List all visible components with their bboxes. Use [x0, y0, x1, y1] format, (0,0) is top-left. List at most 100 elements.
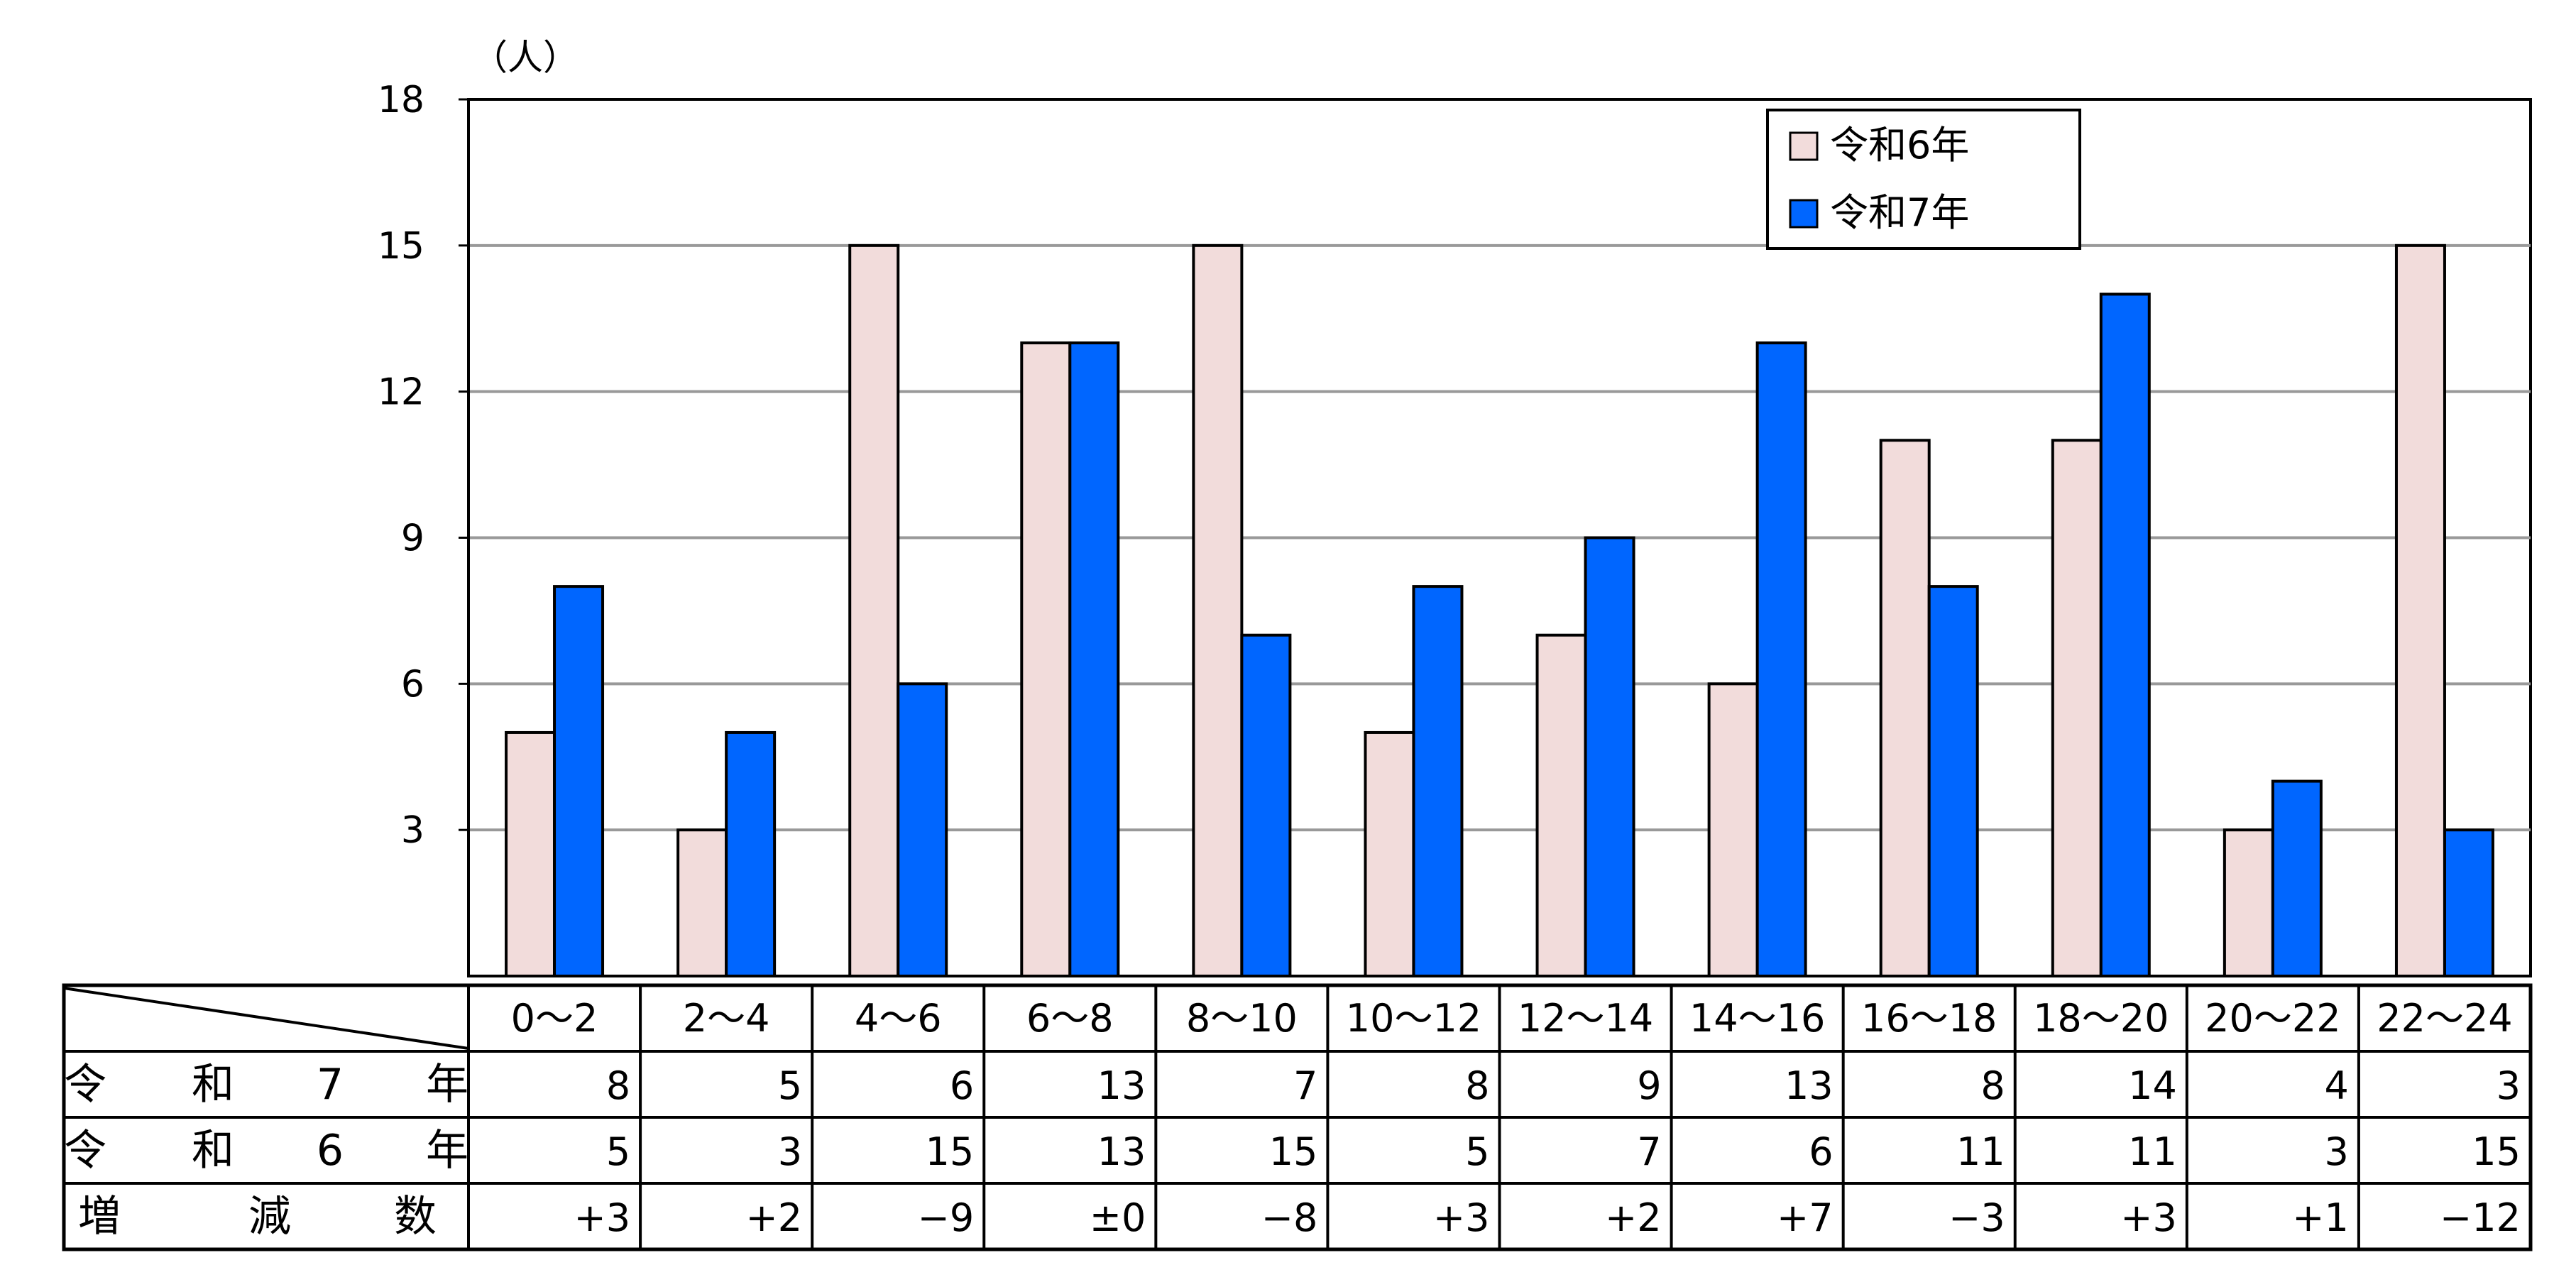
table-cell: 4 [2325, 1063, 2349, 1108]
table-cell: 3 [778, 1129, 802, 1174]
table-cell: 3 [2496, 1063, 2521, 1108]
table-cell: −12 [2440, 1195, 2521, 1240]
bar-r7 [1755, 341, 1807, 977]
legend-label: 令和7年 [1830, 190, 1969, 235]
table-cell: 6 [1809, 1129, 1833, 1174]
bar-r6 [2223, 828, 2274, 977]
row-label-char: 令 [64, 1126, 106, 1176]
table-cell: 6 [950, 1063, 974, 1108]
category-label: 18～20 [2033, 996, 2169, 1041]
y-tick-label: 3 [401, 809, 424, 852]
data-table: 0～2 2～4 4～6 6～8 8～10 10～12 12～14 14～16 16～18 18～2… [62, 983, 2533, 1251]
bar-r7 [725, 730, 777, 977]
bar-r7 [2443, 828, 2494, 977]
table-cell: 7 [1637, 1129, 1661, 1174]
row-label-char: 減 [248, 1192, 291, 1242]
bar-r7 [2099, 292, 2151, 977]
table-cell: 5 [1465, 1129, 1489, 1174]
bar-r6 [2051, 439, 2103, 977]
category-label: 20～22 [2205, 996, 2340, 1041]
legend-box [1766, 109, 2081, 250]
category-label: 8～10 [1186, 996, 1298, 1041]
legend-swatch [1789, 199, 1819, 229]
table-cell: 9 [1637, 1063, 1661, 1108]
bar-r6 [1020, 341, 1072, 977]
table-cell: 13 [1097, 1063, 1146, 1108]
row-label-char: 和 [192, 1060, 234, 1110]
table-cell: +2 [1605, 1195, 1662, 1240]
category-label: 10～12 [1346, 996, 1481, 1041]
table-cell: 3 [2325, 1129, 2349, 1174]
table-cell: −8 [1261, 1195, 1318, 1240]
table-cell: 8 [606, 1063, 630, 1108]
category-label: 14～16 [1689, 996, 1825, 1041]
table-cell: −3 [1949, 1195, 2005, 1240]
row-label-char: 7 [317, 1060, 344, 1110]
table-cell: 11 [1956, 1129, 2005, 1174]
table-cell: 14 [2128, 1063, 2177, 1108]
bar-r6 [848, 243, 900, 977]
row-label-char: 和 [192, 1126, 234, 1176]
row-label-char: 数 [394, 1192, 437, 1242]
category-label: 12～14 [1518, 996, 1653, 1041]
bar-r7 [1240, 633, 1292, 977]
table-cell: +1 [2292, 1195, 2349, 1240]
table-cell: 8 [1465, 1063, 1489, 1108]
bar-r6 [2394, 243, 2446, 977]
bar-r7 [1927, 585, 1979, 977]
y-tick-label: 18 [378, 79, 424, 121]
category-label: 4～6 [855, 996, 942, 1041]
table-cell: 13 [1785, 1063, 1834, 1108]
bar-r6 [676, 828, 728, 977]
table-cell: +7 [1777, 1195, 1834, 1240]
row-label-char: 年 [426, 1060, 468, 1110]
category-label: 6～8 [1026, 996, 1114, 1041]
y-tick-label: 6 [401, 663, 424, 706]
bar-r6 [505, 730, 557, 977]
bar-r7 [1412, 585, 1464, 977]
grid-lines [468, 243, 2531, 832]
legend-swatch [1789, 131, 1819, 161]
table-cell: 11 [2128, 1129, 2177, 1174]
row-label-char: 増 [78, 1192, 121, 1242]
table-cell: 5 [778, 1063, 802, 1108]
bar-r6 [1879, 439, 1931, 977]
bar-r6 [1192, 243, 1244, 977]
bar-r7 [1584, 536, 1635, 977]
y-tick-label: 15 [378, 225, 424, 268]
y-unit-label: （人） [472, 37, 579, 78]
table-cell: 7 [1293, 1063, 1317, 1108]
table-cell: 15 [1269, 1129, 1318, 1174]
bar-r7 [897, 682, 948, 977]
bar-r7 [1068, 341, 1120, 977]
table-cell: 13 [1097, 1129, 1146, 1174]
table-cell: +3 [1433, 1195, 1490, 1240]
category-label: 16～18 [1861, 996, 1997, 1041]
table-cell: ±0 [1090, 1195, 1146, 1240]
y-tick-label: 9 [401, 517, 424, 560]
table-cell: +3 [574, 1195, 630, 1240]
bar-r7 [2271, 779, 2323, 977]
row-label-char: 6 [317, 1126, 344, 1176]
table-cell: 15 [926, 1129, 975, 1174]
table-cell: 5 [606, 1129, 630, 1174]
table-cell: +2 [746, 1195, 803, 1240]
y-tick-label: 12 [378, 371, 424, 414]
bar-r6 [1707, 682, 1759, 977]
table-cell: −9 [918, 1195, 975, 1240]
row-label-char: 年 [426, 1126, 468, 1176]
row-label-char: 令 [64, 1060, 106, 1110]
bar-r7 [553, 585, 605, 977]
category-label: 2～4 [683, 996, 770, 1041]
table-cell: 8 [1980, 1063, 2005, 1108]
table-cell: 15 [2472, 1129, 2521, 1174]
bars [468, 243, 2531, 977]
table-cell: +3 [2120, 1195, 2177, 1240]
bar-r6 [1535, 633, 1587, 977]
bar-r6 [1364, 730, 1415, 977]
category-label: 0～2 [511, 996, 598, 1041]
corner-diagonal [63, 987, 469, 1050]
category-label: 22～24 [2377, 996, 2512, 1041]
